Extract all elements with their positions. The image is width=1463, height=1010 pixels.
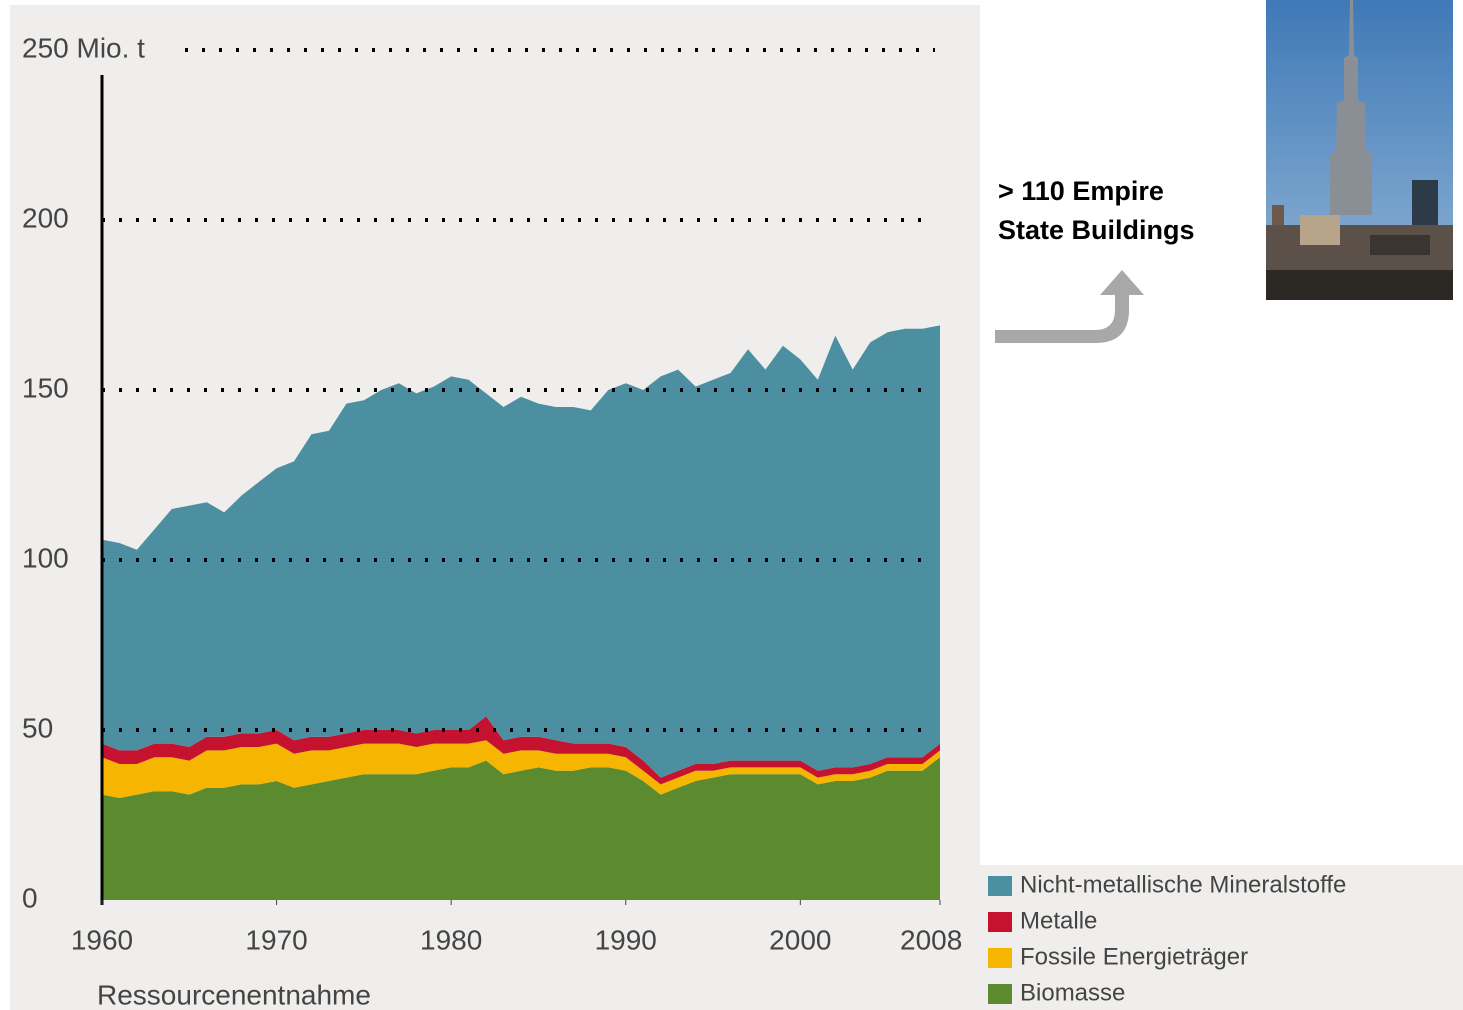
legend-label: Metalle [1020, 907, 1097, 934]
x-tick-label: 1980 [420, 924, 482, 955]
y-tick-label: 250 Mio. t [22, 32, 145, 63]
chart: 0 50 100 150 250 Mio. t 200 1960 1970 1980 1990 20… [0, 0, 1463, 1010]
legend-swatch [988, 912, 1012, 932]
y-tick-label: 50 [22, 712, 53, 743]
annotation-line: > 110 Empire [998, 176, 1164, 206]
annotation-line: State Buildings [998, 215, 1195, 245]
legend-swatch [988, 948, 1012, 968]
y-tick-label: 150 [22, 372, 69, 403]
x-tick-label: 1990 [595, 924, 657, 955]
y-tick-label: 100 [22, 542, 69, 573]
photo [1266, 0, 1453, 300]
arrow [995, 270, 1144, 343]
legend-swatch [988, 984, 1012, 1004]
x-tick-label: 1960 [71, 924, 133, 955]
legend-label: Nicht-metallische Mineralstoffe [1020, 871, 1346, 898]
page: {"chart_data": { "type": "stacked-area",… [0, 0, 1463, 1010]
x-tick-label: 1970 [245, 924, 307, 955]
x-axis-label: Ressourcenentnahme [97, 979, 371, 1010]
x-tick-label: 2000 [769, 924, 831, 955]
x-tick-label: 2008 [900, 924, 962, 955]
legend-label: Biomasse [1020, 979, 1125, 1006]
legend-label: Fossile Energieträger [1020, 943, 1248, 970]
legend-swatch [988, 876, 1012, 896]
y-tick-label: 0 [22, 882, 38, 913]
y-tick-label: 200 [22, 202, 69, 233]
